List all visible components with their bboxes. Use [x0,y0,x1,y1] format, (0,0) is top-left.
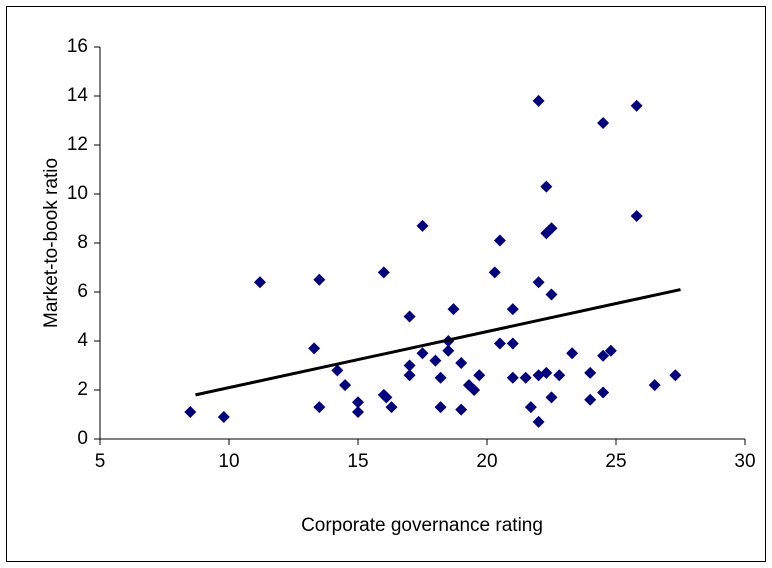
point [403,369,416,382]
point [184,406,197,419]
point [604,344,617,357]
y-tick-label: 16 [67,36,88,57]
point [455,357,468,370]
point [313,273,326,286]
point [434,371,447,384]
point [468,384,481,396]
point [540,366,553,379]
point [648,379,661,392]
y-tick-label: 10 [67,183,88,204]
point [669,369,682,382]
x-tick-label: 20 [476,451,497,472]
x-tick-label: 5 [95,451,106,472]
point [217,410,230,423]
point [545,288,558,301]
point [540,180,553,193]
point [532,415,545,428]
y-tick-label: 2 [77,379,88,400]
point [352,406,364,419]
point [584,366,597,379]
y-tick-label: 0 [77,428,88,449]
chart-border [6,6,766,562]
point [506,337,519,350]
point [473,369,486,382]
point [488,266,501,279]
y-axis-label: Market-to-book ratio [41,158,62,328]
point [380,391,393,404]
x-axis-label: Corporate governance rating [301,515,543,536]
point [377,266,390,279]
point [339,379,352,392]
trend-line [195,288,681,397]
point [313,401,326,414]
x-tick-label: 10 [218,451,239,472]
point [532,276,545,289]
point [532,94,545,107]
y-tick-label: 6 [77,281,88,302]
y-tick-label: 14 [67,85,89,106]
point [434,401,447,414]
point [630,210,643,223]
point [553,369,566,382]
point [597,386,610,399]
y-tick-label: 12 [67,134,88,155]
point [331,364,344,377]
x-tick-label: 15 [347,451,368,472]
x-tick-label: 25 [605,451,626,472]
point [416,347,429,360]
point [416,219,429,232]
point [493,234,506,247]
point [352,396,364,409]
point [403,359,416,372]
point [308,342,321,355]
point [545,391,558,404]
point [253,276,266,289]
y-tick-label: 4 [77,330,88,351]
point [519,371,532,384]
point [545,222,558,235]
point [385,401,398,414]
point [566,347,579,360]
point [630,99,643,112]
point [506,371,519,384]
point [442,344,455,357]
point [506,303,519,316]
point [597,349,610,362]
point [429,354,442,367]
point [455,403,468,416]
point [597,116,610,129]
x-tick-label: 30 [734,451,755,472]
y-tick-label: 8 [77,232,88,253]
point [493,337,506,350]
point [584,393,597,406]
point [524,401,537,414]
point [403,310,416,323]
point [447,303,460,316]
